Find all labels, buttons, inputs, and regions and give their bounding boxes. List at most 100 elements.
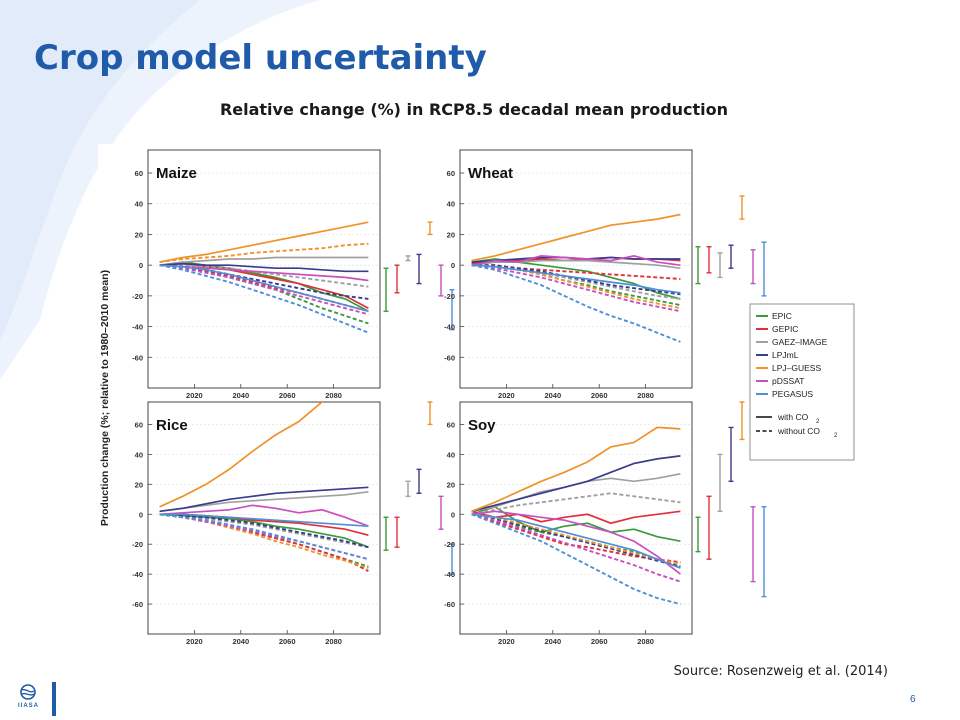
ytick-label-rice: 20 [135,480,143,489]
panel-title-wheat: Wheat [468,165,513,182]
xtick-label-soy: 2060 [591,637,608,646]
xtick-label-wheat: 2040 [544,391,561,400]
ytick-label-wheat: 20 [447,230,455,239]
ytick-label-maize: 0 [139,261,143,270]
ytick-label-wheat: 0 [451,261,455,270]
xtick-label-maize: 2080 [325,391,342,400]
xtick-label-wheat: 2020 [498,391,515,400]
ytick-label-wheat: 60 [447,169,455,178]
ytick-label-rice: -40 [132,570,143,579]
page-number: 6 [910,694,916,705]
xtick-label-maize: 2040 [232,391,249,400]
ytick-label-maize: -60 [132,353,143,362]
ytick-label-wheat: -40 [444,323,455,332]
legend-label-gepic: GEPIC [772,324,798,334]
ytick-label-soy: -20 [444,540,455,549]
series-line-soy-gaez-image-without-co2 [471,492,681,516]
series-line-soy-pegasus-without-co2 [471,513,681,606]
series-group-rice [159,402,369,572]
legend-subscript-without-co2: 2 [834,433,838,439]
series-line-maize-pdssat-without-co2 [159,264,369,316]
series-line-maize-gaez-image-with-co2 [159,256,369,267]
series-line-soy-epic-with-co2 [471,505,681,543]
xtick-label-soy: 2020 [498,637,515,646]
ytick-label-rice: 60 [135,420,143,429]
series-line-maize-pegasus-without-co2 [159,264,369,334]
ytick-label-soy: -60 [444,600,455,609]
series-line-rice-lpjml-with-co2 [159,486,369,513]
legend-label-pegasus: PEGASUS [772,389,813,399]
ytick-label-rice: 0 [139,510,143,519]
series-line-wheat-lpj-guess-with-co2 [471,213,681,262]
series-line-maize-pegasus-with-co2 [159,264,369,313]
y-axis-label: Production change (%; relative to 1980–2… [99,270,111,526]
iiasa-logo [20,684,36,700]
series-line-rice-pegasus-with-co2 [159,513,369,528]
legend-label-lpj-guess: LPJ–GUESS [772,363,821,373]
slide-title: Crop model uncertainty [34,38,487,78]
series-line-soy-lpjml-without-co2 [471,513,681,568]
legend-label-epic: EPIC [772,311,792,321]
xtick-label-wheat: 2080 [637,391,654,400]
series-line-maize-lpjml-with-co2 [159,262,369,273]
chart-subtitle: Relative change (%) in RCP8.5 decadal me… [219,100,729,119]
xtick-label-soy: 2080 [637,637,654,646]
ytick-label-soy: 40 [447,450,455,459]
series-group-wheat [471,213,681,343]
ytick-label-soy: -40 [444,570,455,579]
series-line-rice-pdssat-with-co2 [159,504,369,527]
ytick-label-maize: 60 [135,169,143,178]
series-line-soy-pegasus-with-co2 [471,513,681,569]
ytick-label-wheat: 40 [447,200,455,209]
xtick-label-maize: 2060 [279,391,296,400]
ytick-label-soy: 20 [447,480,455,489]
ytick-label-wheat: -60 [444,353,455,362]
series-line-rice-pegasus-without-co2 [159,513,369,561]
ytick-label-maize: -20 [132,292,143,301]
series-line-soy-lpjml-with-co2 [471,455,681,513]
panel-title-maize: Maize [156,165,197,182]
series-line-wheat-pdssat-with-co2 [471,255,681,267]
ytick-label-soy: 0 [451,510,455,519]
series-group-soy [471,426,681,606]
legend-label-without-co2: without CO [777,426,820,436]
logo-divider [52,682,56,716]
series-line-wheat-pegasus-without-co2 [471,264,681,343]
legend-subscript-with-co2: 2 [816,419,820,425]
legend-label-lpjml: LPJmL [772,350,799,360]
ytick-label-rice: -20 [132,540,143,549]
crop-chart-figure: Production change (%; relative to 1980–2… [98,144,866,652]
ytick-label-maize: -40 [132,323,143,332]
xtick-label-soy: 2040 [544,637,561,646]
ytick-label-rice: -60 [132,600,143,609]
xtick-label-wheat: 2060 [591,391,608,400]
series-line-soy-lpj-guess-with-co2 [471,426,681,513]
series-line-soy-lpj-guess-without-co2 [471,513,681,565]
series-line-soy-pdssat-without-co2 [471,513,681,583]
ytick-label-rice: 40 [135,450,143,459]
series-line-maize-lpj-guess-with-co2 [159,221,369,263]
series-line-rice-lpjml-without-co2 [159,513,369,549]
xtick-label-rice: 2060 [279,637,296,646]
xtick-label-rice: 2040 [232,637,249,646]
series-line-wheat-pegasus-with-co2 [471,264,681,294]
xtick-label-rice: 2080 [325,637,342,646]
ytick-label-wheat: -20 [444,292,455,301]
series-line-wheat-pdssat-without-co2 [471,264,681,313]
series-line-soy-gepic-with-co2 [471,510,681,525]
series-line-maize-lpj-guess-without-co2 [159,242,369,264]
legend-label-gaez-image: GAEZ–IMAGE [772,337,828,347]
panel-title-rice: Rice [156,417,188,434]
xtick-label-maize: 2020 [186,391,203,400]
source-citation: Source: Rosenzweig et al. (2014) [673,664,888,679]
series-line-rice-lpj-guess-with-co2 [159,402,324,508]
series-line-soy-pdssat-with-co2 [471,510,681,575]
series-group-maize [159,221,369,334]
legend-label-with-co2: with CO [777,412,809,422]
panel-title-soy: Soy [468,417,496,434]
xtick-label-rice: 2020 [186,637,203,646]
ytick-label-maize: 20 [135,230,143,239]
ytick-label-soy: 60 [447,420,455,429]
ytick-label-maize: 40 [135,200,143,209]
